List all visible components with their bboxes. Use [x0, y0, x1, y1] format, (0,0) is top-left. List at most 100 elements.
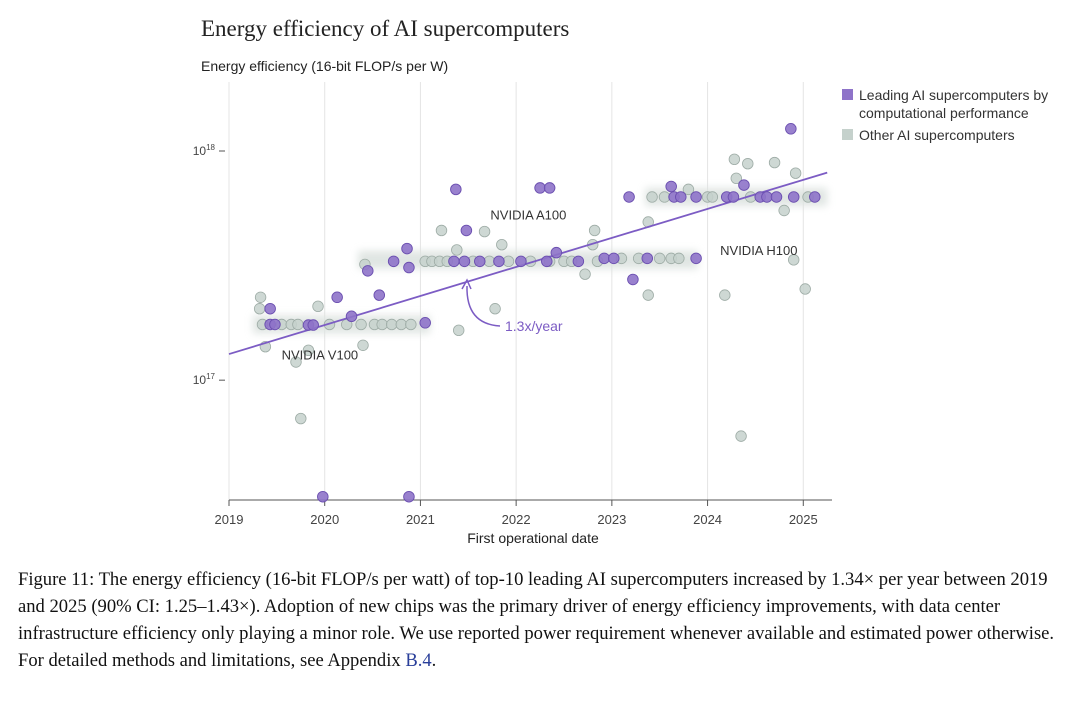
leading-point-42 [787, 191, 800, 203]
other-point-51 [682, 183, 695, 196]
leading-point-6 [345, 310, 358, 323]
leading-point-9 [387, 255, 400, 268]
scatter-plot: 2019 2020 2021 2022 2023 2024 2025 1017 1018 NVI… [193, 82, 832, 546]
legend-swatch-other [842, 129, 853, 140]
other-point-14 [357, 339, 369, 351]
leading-point-2 [269, 318, 281, 331]
other-point-26 [451, 244, 463, 256]
other-point-56 [730, 172, 742, 185]
legend-label-other: Other AI supercomputers [859, 127, 1015, 143]
other-point-57 [735, 430, 747, 442]
appendix-link[interactable]: B.4 [405, 650, 432, 671]
leading-point-41 [785, 123, 797, 135]
leading-point-27 [623, 191, 635, 203]
leading-point-39 [761, 191, 773, 203]
y-tick-label-18: 1018 [193, 143, 216, 158]
other-point-30 [483, 255, 496, 268]
caption-text: Figure 11: The energy efficiency (16-bit… [18, 569, 1055, 671]
other-point-29 [478, 225, 491, 238]
leading-point-22 [541, 255, 553, 268]
leading-point-0 [264, 302, 276, 315]
leading-point-25 [598, 252, 610, 265]
trend-label: 1.3x/year [505, 318, 563, 334]
leading-point-10 [401, 242, 413, 255]
legend-swatch-leading [842, 89, 853, 100]
leading-point-7 [362, 265, 374, 277]
leading-point-11 [403, 261, 415, 274]
leading-point-19 [515, 255, 527, 268]
leading-point-16 [460, 224, 473, 237]
leading-point-20 [534, 182, 546, 194]
other-point-54 [719, 289, 731, 301]
other-point-32 [496, 239, 508, 251]
y-axis-label: Energy efficiency (16-bit FLOP/s per W) [201, 58, 449, 74]
other-point-31 [489, 303, 501, 315]
other-point-20 [405, 318, 417, 331]
leading-point-38 [738, 179, 750, 191]
other-point-0 [253, 303, 266, 315]
x-axis-label: First operational date [467, 530, 599, 546]
other-point-62 [788, 254, 800, 266]
trend-arrow [466, 285, 501, 327]
legend-label-leading: Leading AI supercomputers by computation… [859, 87, 1049, 121]
leading-point-24 [572, 255, 585, 268]
other-point-48 [658, 191, 671, 203]
other-point-19 [395, 318, 407, 331]
other-point-47 [654, 252, 666, 265]
other-point-58 [742, 158, 754, 170]
leading-point-32 [675, 191, 687, 203]
other-point-60 [768, 156, 781, 169]
other-point-61 [778, 204, 790, 217]
caption-end: . [431, 650, 437, 671]
trend-line [228, 171, 828, 355]
chip-label-0: NVIDIA V100 [282, 347, 359, 362]
leading-point-15 [458, 255, 471, 268]
other-point-6 [292, 318, 304, 331]
chip-label-1: NVIDIA A100 [490, 207, 566, 222]
leading-point-43 [809, 191, 821, 203]
other-point-50 [673, 252, 685, 265]
leading-point-29 [641, 252, 654, 265]
legend: Leading AI supercomputers by computation… [842, 86, 1074, 148]
other-point-17 [376, 318, 388, 331]
leading-point-30 [665, 180, 677, 193]
other-point-9 [302, 344, 315, 356]
trend-arrow-head [461, 278, 472, 290]
leading-point-12 [419, 317, 431, 329]
other-point-64 [799, 283, 811, 295]
chart-title: Energy efficiency of AI supercomputers [201, 16, 570, 41]
leading-point-44 [317, 490, 329, 503]
leading-point-34 [690, 191, 702, 203]
other-point-55 [728, 153, 741, 165]
other-point-7 [290, 356, 302, 368]
x-tick-label-2021: 2021 [406, 512, 435, 527]
y-tick-label-17: 1017 [193, 372, 216, 387]
leading-point-33 [690, 252, 702, 265]
leading-point-28 [627, 273, 639, 286]
other-point-46 [646, 191, 658, 203]
other-point-39 [588, 224, 601, 237]
other-point-27 [453, 324, 465, 337]
other-point-33 [502, 255, 515, 268]
x-tick-label-2023: 2023 [597, 512, 626, 527]
other-point-24 [435, 224, 448, 237]
other-point-44 [642, 289, 654, 301]
x-tick-label-2020: 2020 [310, 512, 339, 527]
legend-item-leading: Leading AI supercomputers by computation… [842, 86, 1074, 122]
leading-point-17 [474, 255, 486, 268]
leading-point-18 [493, 255, 505, 268]
leading-point-8 [373, 289, 386, 301]
x-tick-label-2024: 2024 [693, 512, 722, 527]
leading-point-4 [307, 319, 319, 331]
annotations: NVIDIA V100 NVIDIA A100 NVIDIA H100 1.3x/ye… [282, 207, 798, 362]
x-tick-label-2022: 2022 [502, 512, 531, 527]
other-point-53 [706, 191, 719, 203]
leading-points [264, 123, 821, 503]
leading-point-23 [550, 246, 563, 259]
chip-label-2: NVIDIA H100 [720, 243, 797, 258]
leading-point-36 [727, 191, 740, 203]
leading-point-14 [448, 255, 460, 268]
other-point-10 [312, 300, 324, 313]
x-tick-label-2019: 2019 [215, 512, 244, 527]
leading-point-40 [770, 191, 783, 203]
